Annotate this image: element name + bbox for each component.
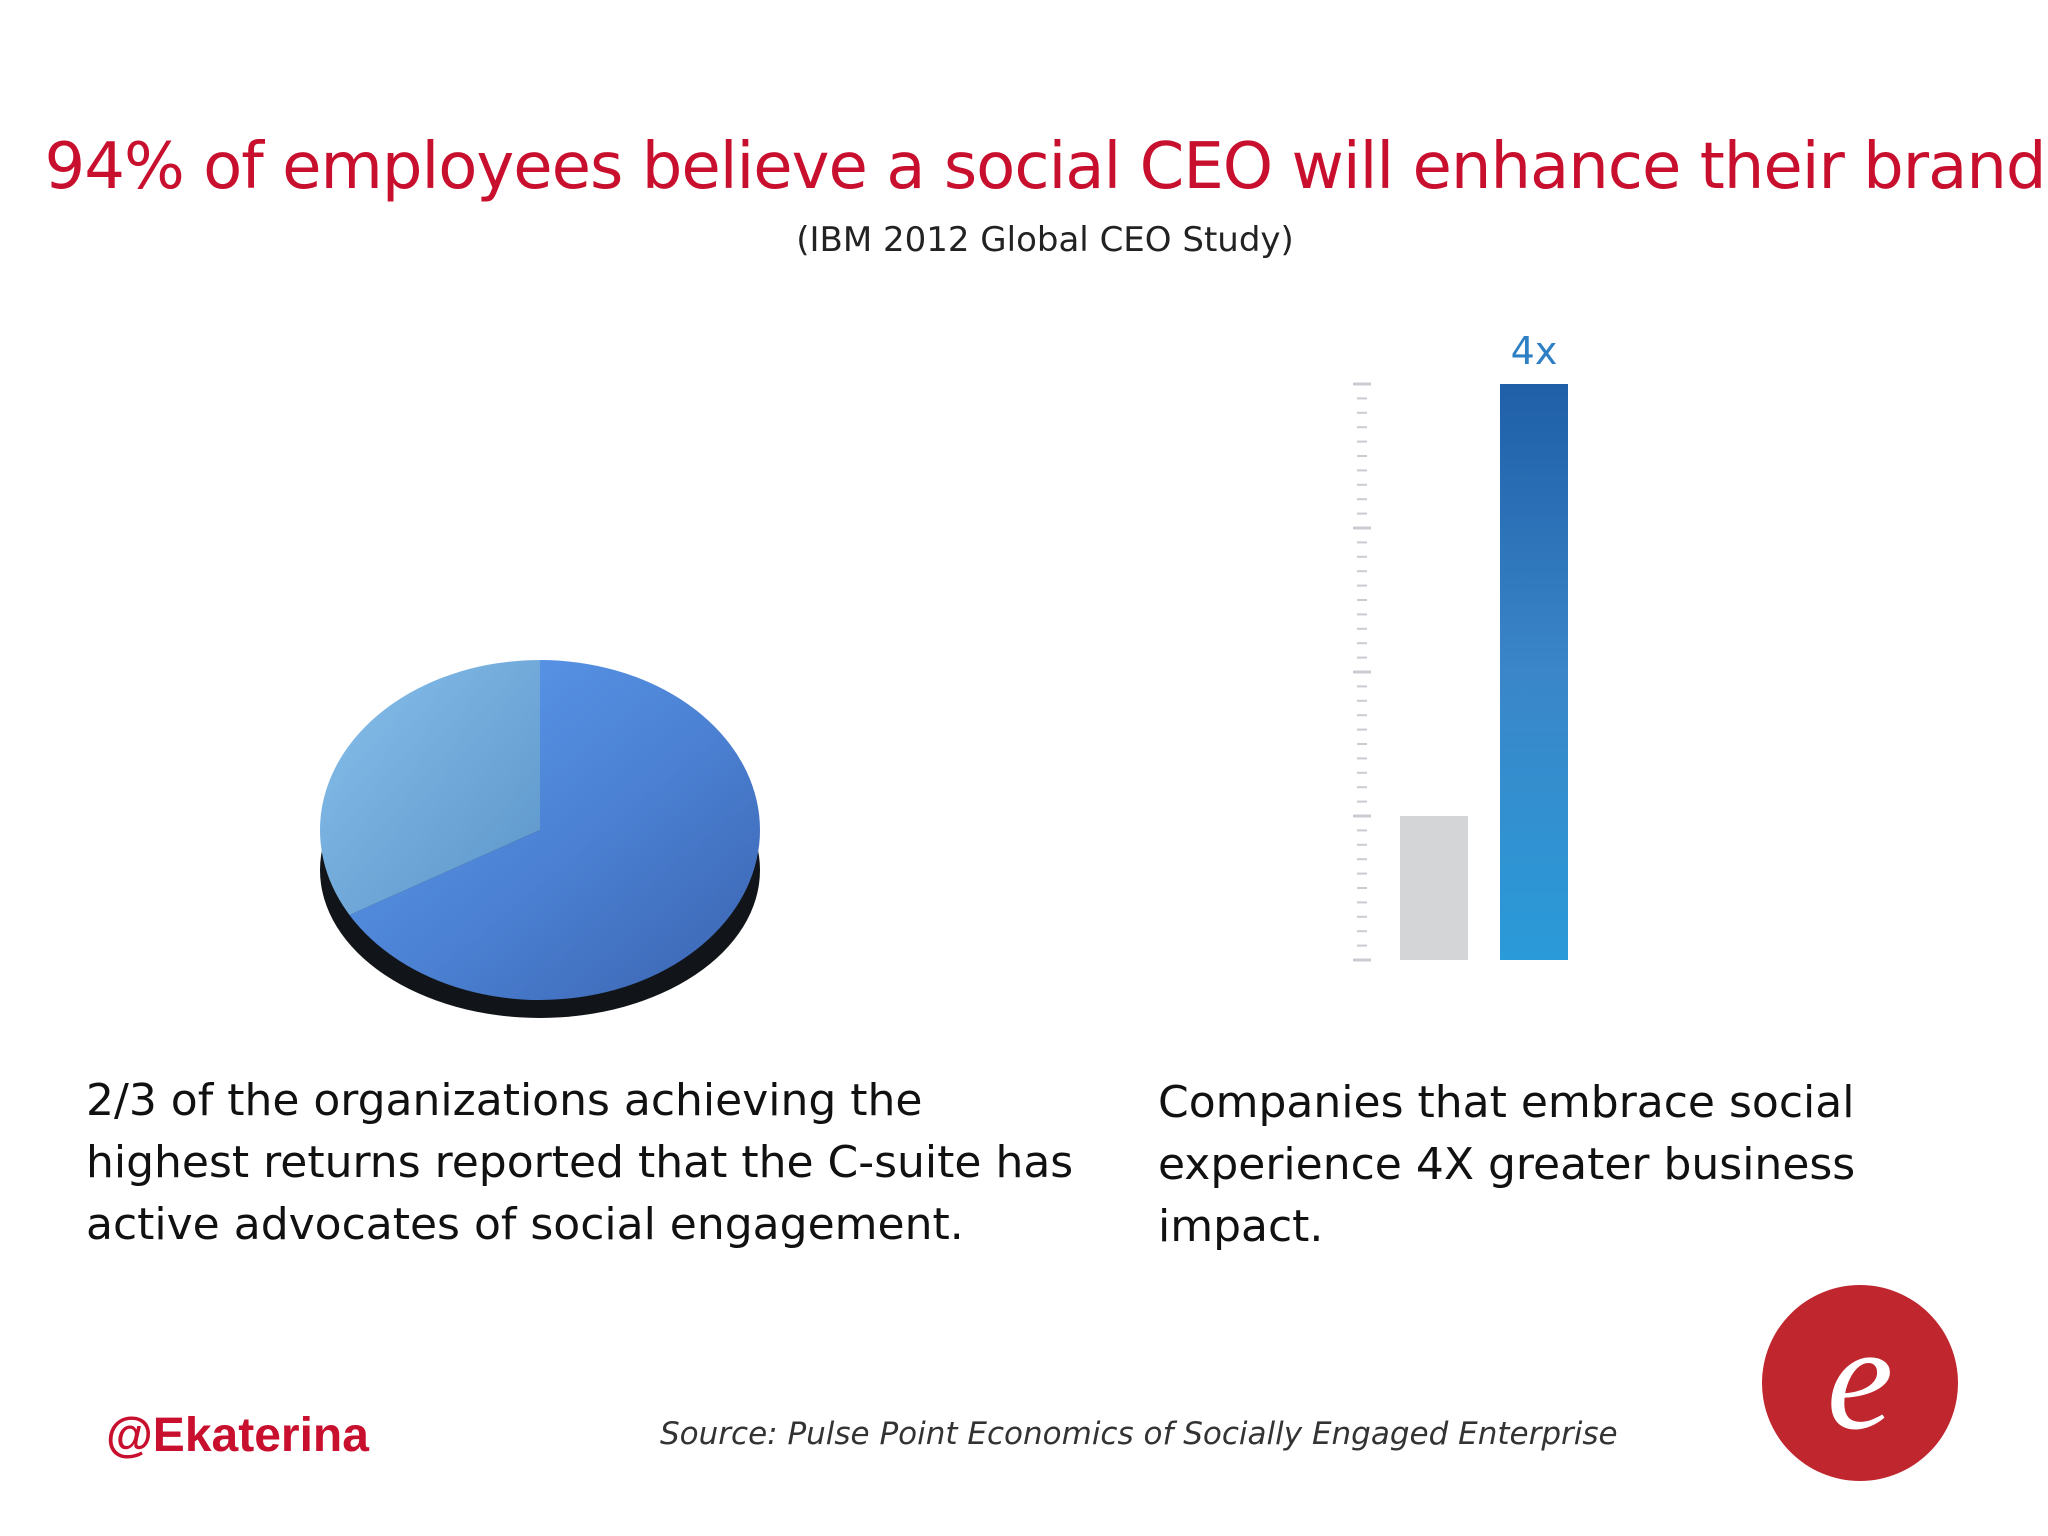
source-note: Source: Pulse Point Economics of Sociall… [660, 1416, 1618, 1452]
bar-axis [1353, 382, 1371, 962]
pie-slice-0 [349, 660, 760, 1000]
bar-1 [1500, 384, 1568, 960]
caption-right: Companies that embrace social experience… [1158, 1077, 1856, 1252]
logo-e-icon: e [1762, 1285, 1958, 1481]
bar-chart: 4x [1353, 329, 1568, 962]
caption-left: 2/3 of the organizations achieving the h… [86, 1075, 1074, 1250]
bar-data-label: 4x [1511, 329, 1558, 373]
pie-chart [320, 660, 760, 1018]
author-handle: @Ekaterina [106, 1409, 369, 1462]
logo-letter: e [1827, 1295, 1894, 1461]
page-title: 94% of employees believe a social CEO wi… [44, 130, 2047, 204]
page-subtitle: (IBM 2012 Global CEO Study) [796, 220, 1294, 260]
pie-slice-1 [320, 660, 540, 915]
bar-0 [1400, 816, 1468, 960]
